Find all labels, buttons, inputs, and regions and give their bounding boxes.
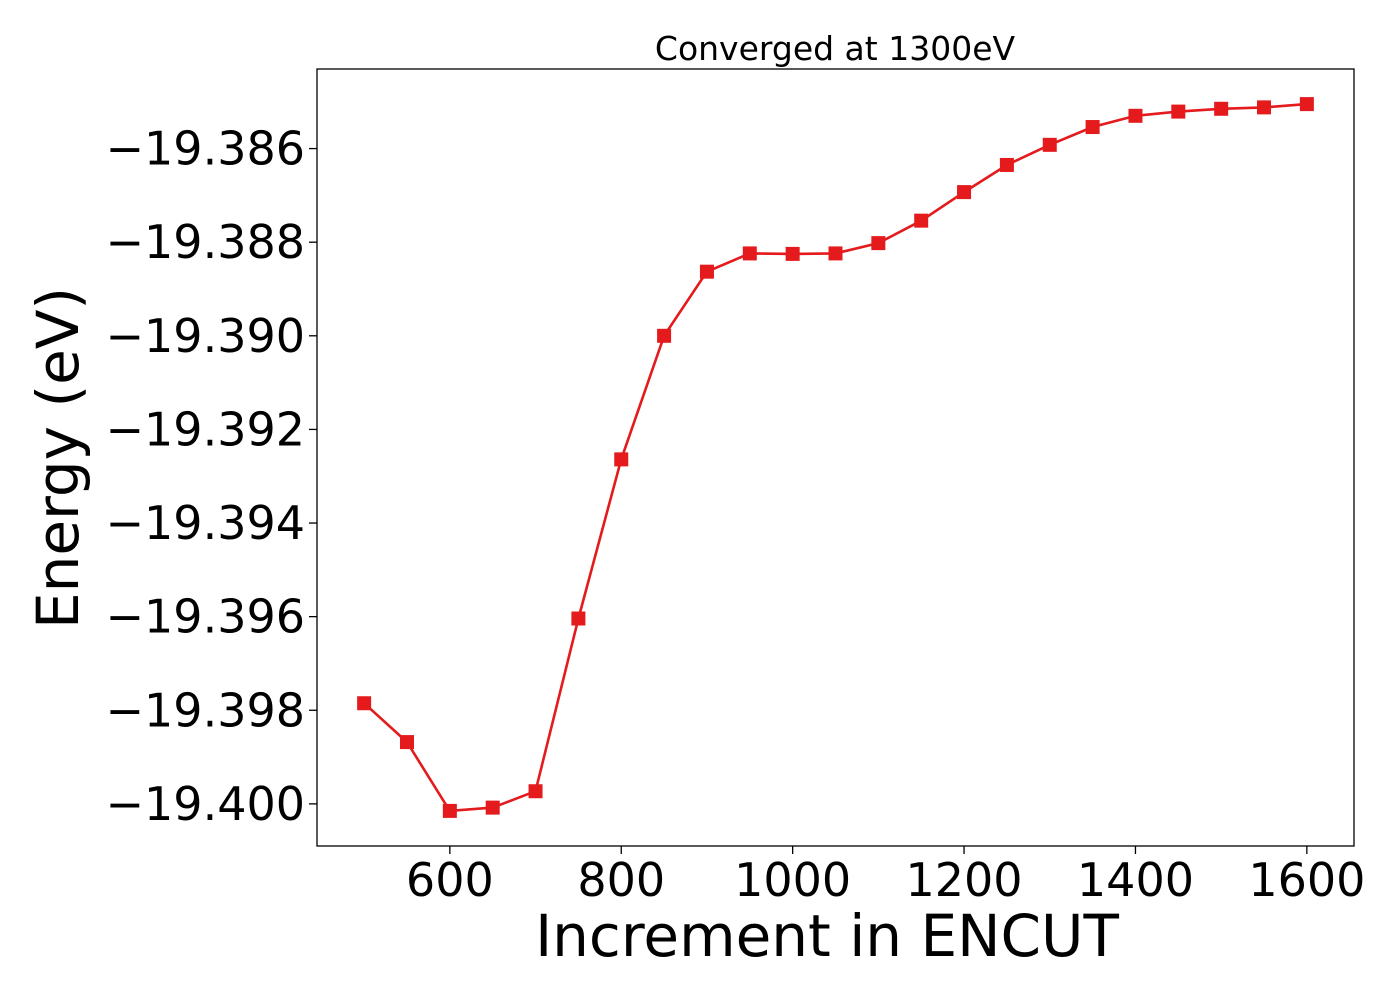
x-axis-ticks: 600 800 1000 1200 1400 1600 (406, 846, 1365, 907)
x-tick-label: 1600 (1248, 853, 1365, 907)
data-point (828, 246, 843, 261)
data-point (1085, 120, 1100, 135)
data-point (485, 800, 500, 815)
data-point (657, 328, 672, 343)
x-axis-label: Increment in ENCUT (535, 902, 1119, 970)
data-point (1128, 108, 1143, 123)
data-point (1042, 137, 1057, 152)
data-point (571, 611, 586, 626)
y-tick-label: −19.394 (106, 496, 306, 550)
data-point (742, 246, 757, 261)
series-layer (357, 97, 1314, 818)
series-line (363, 102, 1307, 813)
data-point (614, 452, 629, 467)
y-tick-label: −19.388 (106, 215, 306, 269)
x-tick-label: 1200 (906, 853, 1023, 907)
y-tick-label: −19.390 (106, 309, 306, 363)
y-axis-label: Energy (eV) (24, 287, 92, 629)
data-point (914, 213, 929, 228)
y-tick-label: −19.386 (106, 122, 306, 176)
data-point (357, 696, 372, 711)
y-tick-label: −19.396 (106, 590, 306, 644)
y-tick-label: −19.398 (106, 683, 306, 737)
data-point (1171, 104, 1186, 119)
x-tick-label: 1000 (734, 853, 851, 907)
data-point (442, 803, 457, 818)
data-point (871, 236, 886, 251)
data-point (999, 157, 1014, 172)
y-tick-label: −19.400 (106, 777, 306, 831)
chart-title: Converged at 1300eV (655, 29, 1016, 68)
data-point (1257, 100, 1272, 115)
data-point (1214, 101, 1229, 116)
data-point (399, 735, 414, 750)
data-point (528, 784, 543, 799)
x-tick-label: 600 (406, 853, 494, 907)
data-point (1299, 97, 1314, 112)
y-axis-ticks: −19.386 −19.388 −19.390 −19.392 −19.394 −19.3… (106, 122, 317, 831)
plot-frame (316, 68, 1355, 847)
data-point (785, 246, 800, 261)
y-tick-label: −19.392 (106, 402, 306, 456)
x-tick-label: 1400 (1077, 853, 1194, 907)
data-point (699, 264, 714, 279)
data-point (957, 185, 972, 200)
x-tick-label: 800 (577, 853, 665, 907)
plot-area: 600 800 1000 1200 1400 1600 −19.386−19.388−19… (106, 68, 1365, 907)
